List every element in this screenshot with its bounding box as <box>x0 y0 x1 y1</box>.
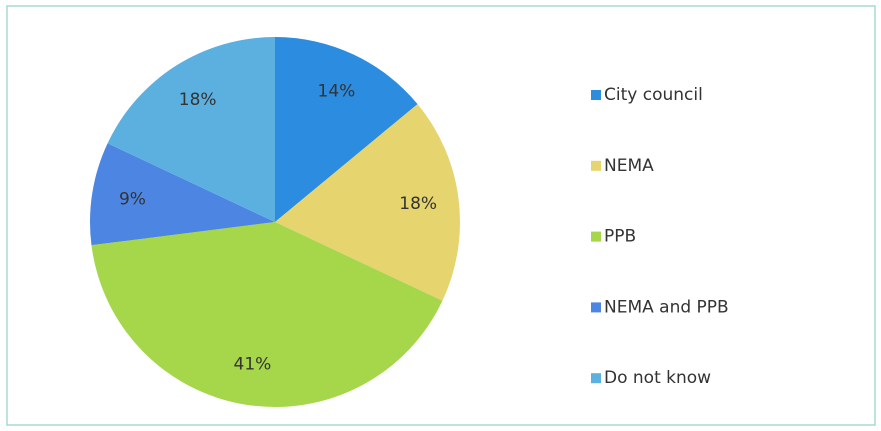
legend-label: PPB <box>604 227 636 247</box>
pie-slice <box>275 104 460 301</box>
legend-swatch <box>591 302 601 313</box>
data-label: 14% <box>318 81 356 101</box>
data-label: 18% <box>399 194 437 214</box>
legend-swatch <box>591 90 601 100</box>
legend-label: NEMA <box>604 156 654 176</box>
legend-label: NEMA and PPB <box>604 297 729 317</box>
legend-label: City council <box>604 85 703 105</box>
legend-swatch <box>591 160 601 171</box>
pie-slice <box>275 37 418 222</box>
pie-slice <box>89 143 275 246</box>
data-label: 41% <box>234 355 272 375</box>
legend-label: Do not know <box>604 368 711 388</box>
pie-slice <box>107 37 275 222</box>
data-label: 9% <box>119 189 146 209</box>
legend-swatch <box>591 231 601 242</box>
legend-swatch <box>591 373 601 384</box>
pie-slice <box>91 222 443 407</box>
data-label: 18% <box>179 90 217 110</box>
